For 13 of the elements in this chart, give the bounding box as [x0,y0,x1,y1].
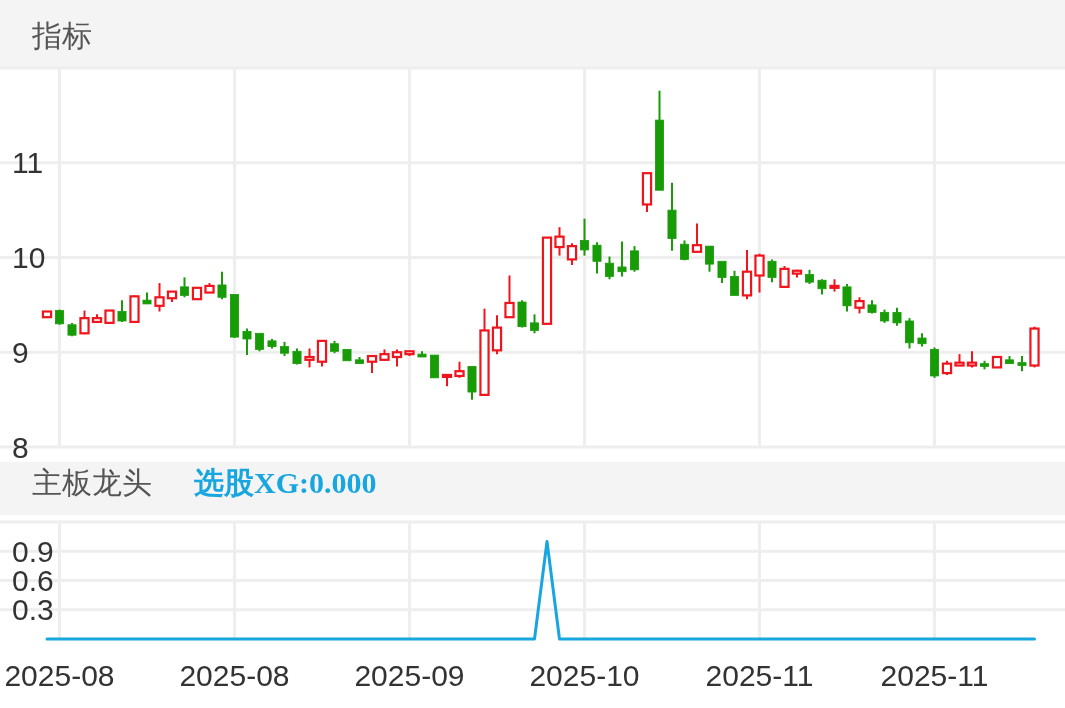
y-tick-label: 10 [12,241,46,274]
x-tick-label: 2025-10 [529,659,640,692]
x-tick-label: 2025-11 [880,659,989,692]
x-tick-label: 2025-08 [179,659,290,692]
chart-title: 指标 [31,18,92,53]
chart-title: 主板龙头 [32,465,152,500]
x-tick-label: 2025-08 [4,659,115,692]
text: 选股XG:0.000 [193,466,377,499]
x-tick-label: 2025-09 [354,659,465,692]
y-tick-label: 11 [12,146,44,180]
y-tick-label: 8 [12,430,29,464]
x-tick-label: 2025-11 [705,659,814,692]
y-tick-label: 9 [12,335,29,369]
